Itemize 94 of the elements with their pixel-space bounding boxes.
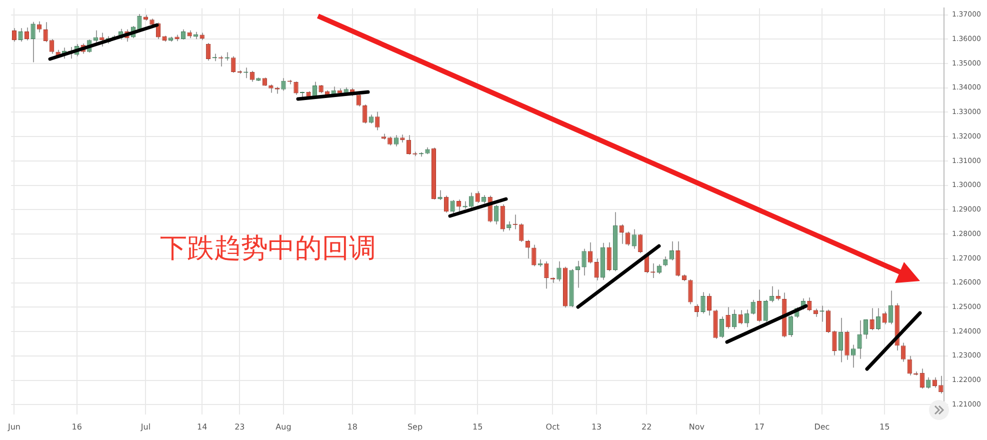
candlestick xyxy=(619,224,624,244)
candlestick xyxy=(468,192,474,208)
candlestick xyxy=(750,299,756,315)
candlestick xyxy=(12,28,17,42)
candlestick xyxy=(738,310,743,325)
x-tick-label: 18 xyxy=(347,422,358,432)
candlestick xyxy=(719,316,724,338)
candlestick xyxy=(356,93,360,107)
candlestick xyxy=(850,344,856,368)
candlestick xyxy=(231,56,236,74)
candlestick xyxy=(756,289,762,322)
x-tick-label: Oct xyxy=(546,422,560,432)
candlestick xyxy=(807,296,812,312)
candlestick xyxy=(838,317,844,363)
candlestick xyxy=(18,28,23,42)
x-tick-label: 22 xyxy=(642,422,652,432)
x-tick-label: Jun xyxy=(7,422,20,432)
candlestick xyxy=(832,330,837,356)
x-tick-label: Jul xyxy=(140,422,151,432)
candlestick xyxy=(844,330,850,360)
candlestick xyxy=(206,42,211,62)
candlestick xyxy=(744,309,750,328)
candlestick xyxy=(582,248,586,276)
x-tick-label: Aug xyxy=(276,422,292,432)
x-tick-label: 16 xyxy=(72,422,82,432)
candlestick xyxy=(882,311,887,325)
candlestick xyxy=(281,78,286,92)
x-tick-label: Nov xyxy=(688,422,705,432)
candlestick xyxy=(594,258,599,281)
candlestick xyxy=(532,244,536,267)
candlestick xyxy=(43,22,48,43)
candlestick xyxy=(763,299,768,322)
candlestick xyxy=(494,204,499,225)
candlestick xyxy=(770,286,774,303)
candlestick xyxy=(732,309,737,330)
candlestick xyxy=(863,318,868,340)
candlestick xyxy=(870,308,874,331)
candlestick xyxy=(525,239,530,259)
x-tick-label: 13 xyxy=(591,422,602,432)
candlestick xyxy=(137,14,142,30)
candlestick xyxy=(394,134,399,147)
candlestick xyxy=(632,228,636,250)
candlestick xyxy=(626,231,630,246)
candlestick xyxy=(456,198,462,212)
candlestick xyxy=(557,260,561,282)
candlestick xyxy=(506,220,512,231)
candlestick xyxy=(638,234,643,254)
x-tick-label: 14 xyxy=(196,422,208,432)
candlestick xyxy=(544,260,549,290)
candlestick xyxy=(500,204,505,232)
x-tick-label: 23 xyxy=(234,422,245,432)
candlestick xyxy=(49,38,54,54)
candlestick xyxy=(438,190,442,200)
candlestick xyxy=(450,199,455,216)
annotation: 下跌趋势中的回调 xyxy=(160,232,376,266)
candlestick xyxy=(30,21,36,63)
candlestick xyxy=(575,260,580,288)
x-tick-label: 15 xyxy=(879,422,890,432)
candlestick xyxy=(406,134,412,156)
candlestick xyxy=(588,242,593,264)
candlestick xyxy=(656,264,662,275)
candlestick xyxy=(606,242,612,272)
candlestick xyxy=(926,376,931,390)
x-tick-label: 17 xyxy=(754,422,764,432)
candlestick xyxy=(901,342,906,362)
candlestick xyxy=(700,292,706,314)
candlestick xyxy=(376,111,380,131)
candlestick xyxy=(694,304,700,318)
candlestick xyxy=(726,306,730,330)
candlestick xyxy=(938,375,944,394)
candlestick xyxy=(688,278,692,305)
candlestick xyxy=(920,368,924,390)
candlestick xyxy=(669,240,674,261)
candlestick xyxy=(706,293,712,316)
candlestick xyxy=(932,376,938,388)
candlestick xyxy=(93,30,98,45)
candlestick xyxy=(444,195,449,214)
candlestick xyxy=(857,320,862,360)
candlestick xyxy=(907,355,912,376)
x-tick-label: Dec xyxy=(814,422,830,432)
candlestick xyxy=(826,309,831,334)
candlestick xyxy=(362,104,368,124)
candlestick xyxy=(663,256,668,267)
candlestick xyxy=(36,20,42,33)
candlestick xyxy=(294,81,298,96)
candlestick xyxy=(876,308,881,331)
x-tick-label: Sep xyxy=(407,422,423,432)
candlestick xyxy=(788,314,793,338)
candlestick xyxy=(676,240,680,277)
candlestick xyxy=(519,222,524,242)
candlestick xyxy=(476,190,480,204)
x-tick-label: 15 xyxy=(472,422,483,432)
candlestick xyxy=(776,289,780,301)
candlestick xyxy=(888,290,894,325)
